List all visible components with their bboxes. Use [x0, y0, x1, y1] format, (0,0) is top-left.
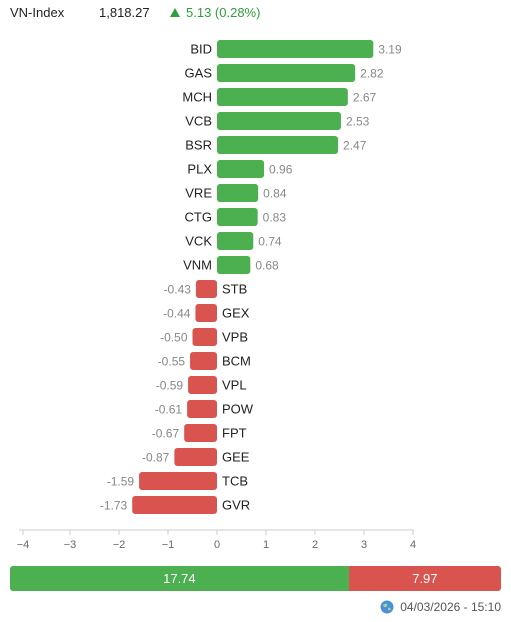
category-label-plx: PLX	[187, 162, 212, 177]
x-tick-label-3: −1	[162, 539, 175, 551]
bar-plx	[217, 160, 265, 178]
index-change-text: 5.13 (0.28%)	[186, 5, 261, 20]
contribution-bar-chart: BID 3.19 GAS 2.82 MCH 2.67 VCB 2.53 BSR 2.47 PLX 0.…	[17, 40, 416, 551]
value-label-bid: 3.19	[378, 43, 402, 57]
breadth-positive-segment: 17.74	[10, 566, 349, 591]
timestamp: 04/03/2026 - 15:10	[400, 600, 501, 614]
bar-pow	[187, 400, 217, 418]
category-label-bcm: BCM	[222, 354, 251, 369]
bar-vpb	[192, 328, 217, 346]
category-label-tcb: TCB	[222, 474, 248, 489]
bar-bsr	[217, 136, 339, 154]
footer: 04/03/2026 - 15:10	[380, 600, 501, 614]
breadth-negative-segment: 7.97	[348, 566, 501, 591]
bar-gvr	[132, 496, 217, 514]
category-label-fpt: FPT	[222, 426, 247, 441]
bar-bid	[217, 40, 374, 58]
value-label-gex: -0.44	[163, 307, 191, 321]
value-label-bcm: -0.55	[158, 355, 186, 369]
category-label-vck: VCK	[185, 234, 212, 249]
value-label-stb: -0.43	[164, 283, 192, 297]
value-label-vpb: -0.50	[160, 331, 188, 345]
category-label-mch: MCH	[182, 90, 212, 105]
bar-ctg	[217, 208, 258, 226]
value-label-fpt: -0.67	[152, 427, 180, 441]
category-label-ctg: CTG	[185, 210, 212, 225]
bar-gee	[174, 448, 217, 466]
value-label-ctg: 0.83	[263, 211, 287, 225]
value-label-gvr: -1.73	[100, 499, 128, 513]
category-label-stb: STB	[222, 282, 247, 297]
bar-vcb	[217, 112, 341, 130]
value-label-plx: 0.96	[269, 163, 293, 177]
bar-mch	[217, 88, 348, 106]
category-label-gex: GEX	[222, 306, 250, 321]
x-tick-label-5: 1	[263, 539, 269, 551]
value-label-vnm: 0.68	[255, 259, 279, 273]
category-label-vnm: VNM	[183, 258, 212, 273]
x-tick-label-1: −3	[64, 539, 77, 551]
index-value: 1,818.27	[99, 5, 150, 20]
value-label-vpl: -0.59	[156, 379, 184, 393]
x-tick-label-2: −2	[113, 539, 126, 551]
x-tick-label-0: −4	[17, 539, 30, 551]
category-label-gee: GEE	[222, 450, 250, 465]
category-label-gvr: GVR	[222, 498, 250, 513]
globe-icon	[380, 600, 394, 614]
bar-vck	[217, 232, 254, 250]
value-label-bsr: 2.47	[343, 139, 367, 153]
value-label-gee: -0.87	[142, 451, 170, 465]
category-label-pow: POW	[222, 402, 254, 417]
category-label-vcb: VCB	[185, 114, 212, 129]
up-arrow-icon	[170, 8, 180, 17]
bar-bcm	[190, 352, 217, 370]
value-label-vck: 0.74	[258, 235, 282, 249]
category-label-vre: VRE	[185, 186, 212, 201]
bar-gas	[217, 64, 356, 82]
category-label-gas: GAS	[185, 66, 213, 81]
bar-fpt	[184, 424, 217, 442]
bar-vre	[217, 184, 259, 202]
value-label-mch: 2.67	[353, 91, 377, 105]
value-label-gas: 2.82	[360, 67, 384, 81]
bar-tcb	[139, 472, 217, 490]
value-label-tcb: -1.59	[107, 475, 135, 489]
x-tick-label-8: 4	[410, 539, 416, 551]
market-breadth-bar: 17.74 7.97	[10, 566, 501, 591]
bar-gex	[195, 304, 217, 322]
value-label-pow: -0.61	[155, 403, 183, 417]
category-label-vpl: VPL	[222, 378, 247, 393]
value-label-vre: 0.84	[263, 187, 287, 201]
breadth-positive-label: 17.74	[163, 571, 196, 586]
index-change: 5.13 (0.28%)	[170, 5, 260, 20]
category-label-bsr: BSR	[185, 138, 212, 153]
value-label-vcb: 2.53	[346, 115, 370, 129]
category-label-vpb: VPB	[222, 330, 248, 345]
breadth-negative-label: 7.97	[412, 571, 438, 586]
index-name: VN-Index	[10, 5, 65, 20]
bar-stb	[195, 280, 217, 298]
bar-vnm	[217, 256, 251, 274]
bar-vpl	[188, 376, 217, 394]
x-tick-label-7: 3	[361, 539, 367, 551]
category-label-bid: BID	[190, 42, 212, 57]
x-tick-label-6: 2	[312, 539, 318, 551]
x-tick-label-4: 0	[214, 539, 220, 551]
